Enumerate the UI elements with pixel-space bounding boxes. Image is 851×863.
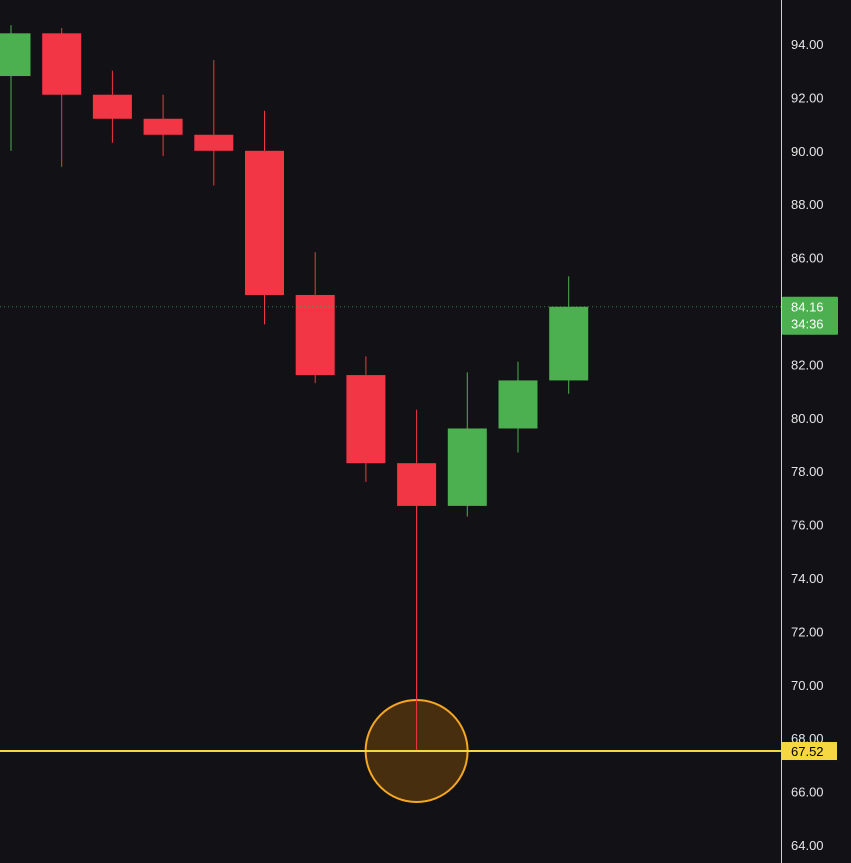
candle-body [447,428,487,506]
y-tick-label: 72.00 [791,624,824,639]
candle-body [42,33,82,95]
price-axis[interactable]: 94.00 92.00 90.00 88.00 86.00 82.00 80.00 78.00… [781,0,851,863]
candle[interactable] [498,361,538,453]
y-tick-label: 94.00 [791,37,824,52]
candle-body [245,150,284,295]
current-price-tag [782,296,838,335]
horizontal-line-tag [782,742,837,761]
candle-body [295,294,335,376]
horizontal-line-tag-label: 67.52 [791,744,824,759]
y-tick-label: 78.00 [791,464,824,479]
current-price-label: 84.16 [791,300,824,315]
y-tick-label: 80.00 [791,411,824,426]
y-tick-label: 74.00 [791,571,824,586]
candle[interactable] [0,25,31,151]
candle[interactable] [295,252,335,384]
y-tick-label: 70.00 [791,678,824,693]
candle-body [549,306,589,381]
candle[interactable] [447,372,487,517]
y-tick-label: 92.00 [791,90,824,105]
candle-body [194,134,234,151]
candle[interactable] [143,94,183,157]
price-axis-background [781,0,851,863]
countdown-label: 34:36 [791,317,824,332]
candle[interactable] [346,356,386,482]
y-tick-label: 88.00 [791,197,824,212]
y-tick-label: 90.00 [791,144,824,159]
y-tick-label: 82.00 [791,357,824,372]
candle-body [0,33,31,77]
candle[interactable] [194,60,234,186]
candle-body [92,94,132,119]
candle-body [397,463,437,506]
y-tick-label: 86.00 [791,251,824,266]
y-tick-label: 64.00 [791,838,824,853]
candle[interactable] [549,276,589,394]
candle-body [498,380,538,429]
y-tick-label: 66.00 [791,785,824,800]
candle-body [346,375,386,464]
candle[interactable] [245,110,284,325]
candle[interactable] [92,70,132,143]
candle[interactable] [42,27,82,167]
y-tick-label: 76.00 [791,518,824,533]
candles-layer [0,25,589,752]
candle-body [143,118,183,135]
